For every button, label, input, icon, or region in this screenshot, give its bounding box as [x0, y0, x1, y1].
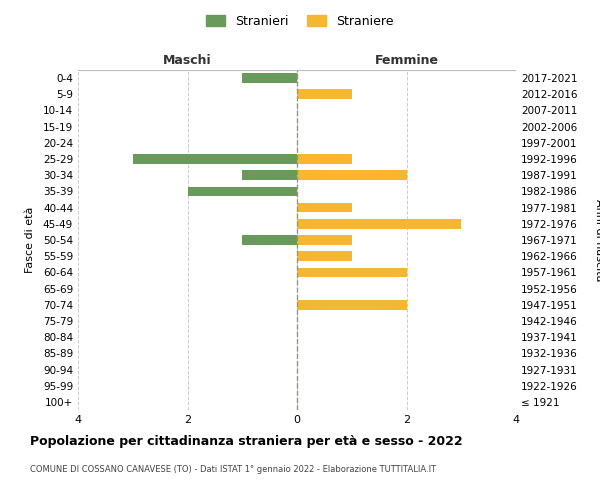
Bar — [242, 170, 297, 180]
Bar — [297, 268, 407, 277]
Bar — [297, 252, 352, 261]
Text: Popolazione per cittadinanza straniera per età e sesso - 2022: Popolazione per cittadinanza straniera p… — [30, 435, 463, 448]
Bar — [297, 154, 352, 164]
Bar — [188, 186, 297, 196]
Text: COMUNE DI COSSANO CANAVESE (TO) - Dati ISTAT 1° gennaio 2022 - Elaborazione TUTT: COMUNE DI COSSANO CANAVESE (TO) - Dati I… — [30, 465, 436, 474]
Legend: Stranieri, Straniere: Stranieri, Straniere — [203, 11, 397, 32]
Bar — [297, 170, 407, 180]
Bar — [297, 300, 407, 310]
Bar — [242, 235, 297, 245]
Bar — [297, 219, 461, 228]
Text: Maschi: Maschi — [163, 54, 212, 67]
Bar — [297, 90, 352, 99]
Bar — [133, 154, 297, 164]
Bar — [297, 203, 352, 212]
Y-axis label: Anni di nascita: Anni di nascita — [594, 198, 600, 281]
Text: Femmine: Femmine — [374, 54, 439, 67]
Bar — [297, 235, 352, 245]
Bar — [242, 73, 297, 83]
Y-axis label: Fasce di età: Fasce di età — [25, 207, 35, 273]
